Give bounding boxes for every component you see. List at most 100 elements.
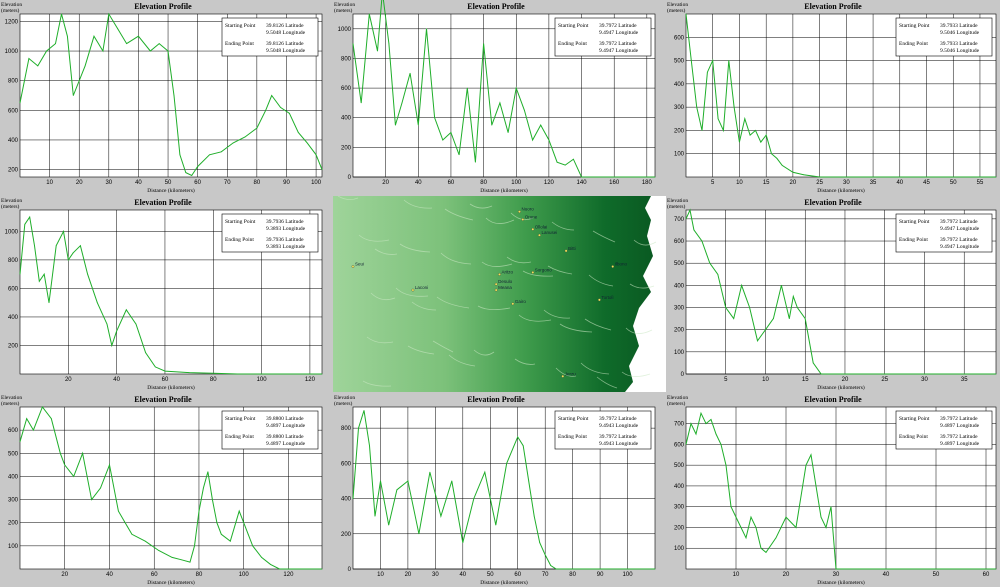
elevation-point [171,557,173,558]
y-tick-label: 700 [674,422,685,428]
ridge [621,371,651,377]
x-tick-label: 100 [239,572,250,578]
elevation-point [64,464,66,466]
ridge [473,349,495,356]
x-tick-label: 55 [977,180,984,186]
info-box [554,17,652,57]
y-tick-label: 200 [8,168,19,174]
y-axis-unit: (meters) [667,400,685,407]
profile-panel-5: Elevation Profile Elevation (meters) 5 10 15 2… [666,196,1000,392]
elevation-point [739,141,740,143]
elevation-point [66,35,68,37]
elevation-point [256,127,258,129]
elevation-point [685,13,687,15]
terrain-map[interactable]: Nuoro Ollolai Orune Lanusei Bitti Sorgono Ilbo… [333,196,666,392]
elevation-point [158,550,160,551]
start-point-label: Starting Point [899,23,930,29]
elevation-point [212,372,214,374]
ridge [551,221,575,231]
end-lat: 39.7933 Latitude [940,41,978,47]
x-tick-label: 120 [544,180,555,186]
y-axis-label: Elevation [1,395,22,401]
elevation-point [164,370,166,372]
info-box [221,213,319,253]
elevation-point [820,516,822,518]
end-point-label: Ending Point [899,41,928,47]
elevation-point [87,273,89,275]
elevation-point [442,139,444,141]
ridge [337,196,359,200]
town-marker [564,249,568,253]
y-tick-label: 400 [8,315,19,321]
y-tick-label: 100 [674,546,685,552]
elevation-point [388,524,390,526]
elevation-point [795,527,797,528]
x-tick-label: 20 [790,180,797,186]
end-lon: 9.5048 Longitude [266,48,306,54]
elevation-point [755,527,757,528]
end-point-label: Ending Point [558,41,587,47]
town-label: Meana [498,285,512,290]
y-tick-label: 100 [674,152,685,158]
town-marker [351,265,355,268]
elevation-point [995,373,997,375]
elevation-point [321,568,323,570]
elevation-point [995,568,997,570]
elevation-point [34,245,35,247]
start-lon: 9.4943 Longitude [599,423,639,429]
elevation-point [717,118,719,120]
elevation-point [38,280,40,282]
end-lat: 39.8800 Latitude [266,434,304,440]
town-marker [498,273,501,276]
town-marker [411,288,415,292]
x-tick-label: 80 [254,180,261,186]
elevation-point [358,427,359,429]
elevation-point [434,117,436,119]
elevation-point [745,537,747,539]
town-marker [531,227,535,231]
elevation-point [188,372,190,373]
x-tick-label: 60 [448,180,455,186]
elevation-point [426,28,427,30]
x-tick-label: 80 [210,377,217,383]
x-tick-label: 10 [733,572,740,578]
ridge [395,287,429,297]
elevation-point [377,50,378,52]
elevation-point [696,106,698,108]
x-tick-label: 60 [162,377,169,383]
end-lat: 39.7972 Latitude [599,41,637,47]
elevation-point [67,259,69,261]
elevation-point [781,164,783,166]
x-tick-label: 120 [283,572,294,578]
x-tick-label: 5 [724,377,728,383]
ridge [448,354,476,367]
elevation-point [185,172,187,173]
town-label: Lanusei [541,230,557,235]
elevation-point [690,423,692,425]
elevation-point [812,362,814,364]
elevation-point [388,43,390,45]
elevation-point [91,499,92,500]
elevation-point [117,28,119,30]
elevation-point [484,471,486,473]
y-axis-unit: (meters) [667,7,685,14]
elevation-point [173,95,175,96]
elevation-point [280,106,281,108]
chart-title: Elevation Profile [804,395,862,404]
x-tick-label: 40 [896,180,903,186]
start-lat: 39.7972 Latitude [940,416,978,422]
end-lat: 39.7936 Latitude [266,237,304,243]
x-tick-label: 40 [106,572,113,578]
start-lat: 39.8800 Latitude [266,416,304,422]
elevation-point [28,58,30,59]
x-tick-label: 15 [763,180,770,186]
y-axis-unit: (meters) [1,400,19,407]
y-tick-label: 800 [8,79,19,85]
elevation-point [835,568,837,570]
elevation-point [491,124,493,126]
x-tick-label: 10 [377,572,384,578]
elevation-point [126,43,127,45]
elevation-point [709,262,711,264]
elevation-point [788,318,790,319]
elevation-point [26,418,28,419]
